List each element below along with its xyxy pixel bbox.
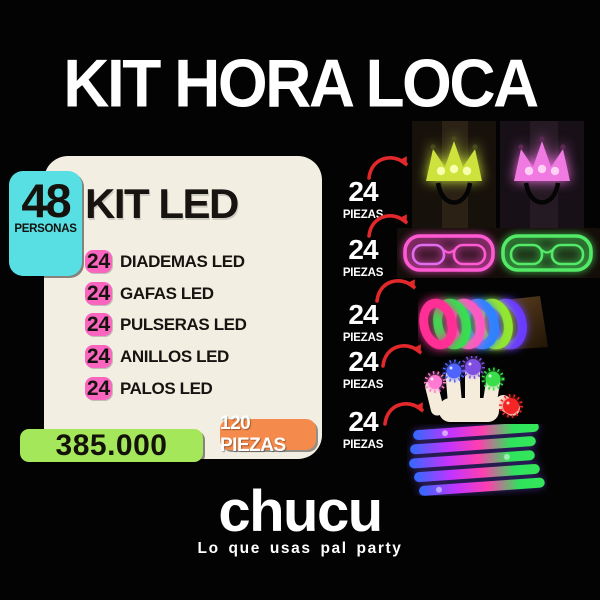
brand-logo: chucu [218,479,383,544]
gafas-led-photo [397,228,600,278]
pieces-label-diademas: 24 PIEZAS [338,176,388,222]
persons-badge: 48 PERSONAS [9,171,82,276]
pieces-count: 24 [348,406,378,437]
kit-info-card: KIT LED 24 DIADEMAS LED 24 GAFAS LED 24 … [44,156,322,459]
pieces-label-pulseras: 24 PIEZAS [338,299,388,345]
pieces-count: 24 [348,346,378,377]
anillos-led-photo [424,356,523,422]
pieces-unit: PIEZAS [342,332,384,344]
kit-item-anillos: 24 ANILLOS LED [85,345,229,368]
item-qty-badge: 24 [85,313,112,336]
item-label: PALOS LED [120,378,213,398]
arrow-icon [383,402,424,426]
kit-item-palos: 24 PALOS LED [85,377,213,400]
persons-label: PERSONAS [14,223,77,236]
item-label: ANILLOS LED [120,346,229,366]
pieces-label-palos: 24 PIEZAS [338,406,388,452]
palos-led-photo [409,424,545,496]
arrow-icon [381,344,422,368]
page-title: KIT HORA LOCA [63,44,539,122]
kit-item-gafas: 24 GAFAS LED [85,282,214,305]
pieces-count: 24 [348,176,378,207]
price-badge: 385.000 [20,429,203,462]
item-label: DIADEMAS LED [120,251,245,271]
total-pieces-badge: 120 PIEZAS [220,413,316,456]
pulseras-led-photo [419,296,548,351]
item-qty-badge: 24 [85,282,112,305]
arrow-icon [367,214,408,238]
pieces-label-gafas: 24 PIEZAS [338,234,388,280]
arrow-icon [375,279,416,303]
pieces-count: 24 [348,234,378,265]
pieces-unit: PIEZAS [342,267,384,279]
item-qty-badge: 24 [85,345,112,368]
pieces-unit: PIEZAS [342,439,384,451]
item-qty-badge: 24 [85,250,112,273]
pieces-unit: PIEZAS [342,209,384,221]
item-label: PULSERAS LED [120,314,247,334]
arrow-icon [367,156,408,180]
diademas-led-photo [412,121,584,228]
item-qty-badge: 24 [85,377,112,400]
kit-item-diademas: 24 DIADEMAS LED [85,250,245,273]
item-label: GAFAS LED [120,283,214,303]
pieces-label-anillos: 24 PIEZAS [338,346,388,392]
persons-count: 48 [21,174,71,227]
kit-item-pulseras: 24 PULSERAS LED [85,313,247,336]
pieces-count: 24 [348,299,378,330]
brand-tagline: Lo que usas pal party [197,540,403,557]
pieces-unit: PIEZAS [342,379,384,391]
kit-heading: KIT LED [85,180,239,227]
